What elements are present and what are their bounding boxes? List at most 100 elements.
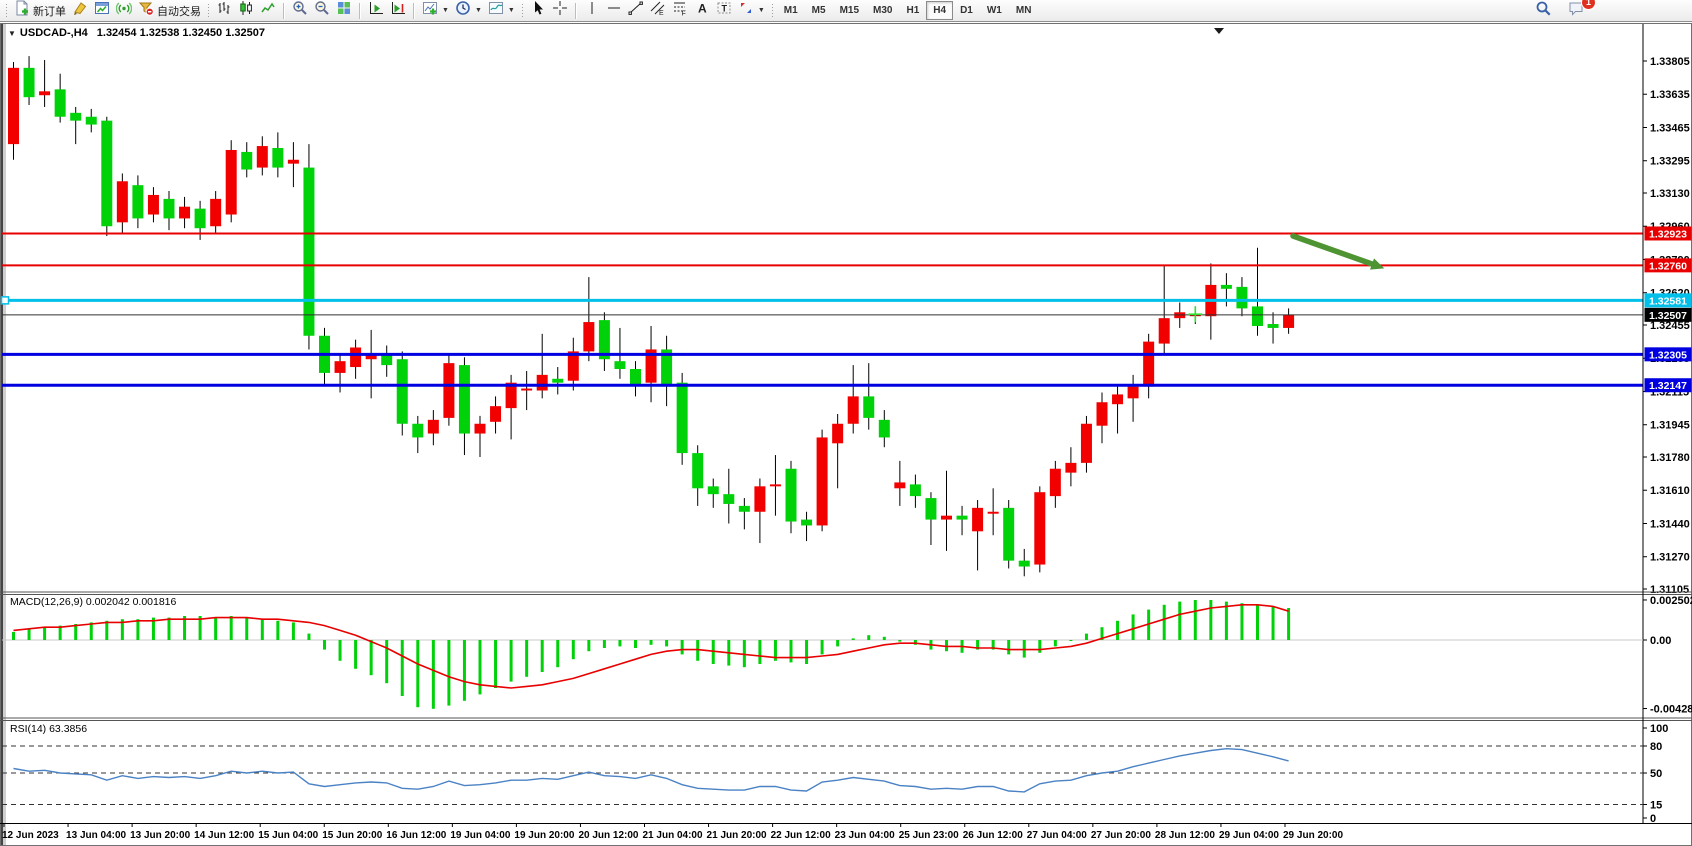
timeframe-m1-button[interactable]: M1	[783, 5, 798, 16]
horizontal-line-icon	[606, 0, 622, 21]
chart-symbol-period: USDCAD-,H4	[19, 27, 88, 39]
chart-shift-button[interactable]	[387, 1, 409, 21]
svg-text:23 Jun 04:00: 23 Jun 04:00	[835, 830, 895, 841]
line-chart-icon	[260, 0, 276, 21]
zoom-in-icon	[292, 0, 308, 21]
search-button[interactable]	[1532, 1, 1555, 21]
signals-icon	[115, 0, 133, 21]
autotrading-label: 自动交易	[157, 5, 201, 18]
cursor-tool-button[interactable]	[527, 1, 549, 21]
svg-text:14 Jun 12:00: 14 Jun 12:00	[194, 830, 254, 841]
equidistant-channel-icon: E	[650, 0, 666, 21]
new-order-button[interactable]: 新订单	[11, 0, 69, 21]
timeframe-h4-button[interactable]: H4	[926, 1, 954, 20]
symbol-dropdown-icon[interactable]: ▼	[8, 28, 16, 38]
timeframe-m30-button[interactable]: M30	[873, 5, 893, 16]
fibonacci-icon: F	[672, 0, 688, 21]
chevron-down-icon: ▼	[507, 7, 515, 14]
chat-button[interactable]: 1	[1565, 0, 1596, 21]
svg-text:T: T	[721, 4, 727, 14]
svg-text:16 Jun 12:00: 16 Jun 12:00	[386, 830, 446, 841]
chart-canvas[interactable]: 1.33805 1.33635 1.33465 1.33295 1.33130 1.329…	[0, 23, 1692, 846]
svg-text:12 Jun 2023: 12 Jun 2023	[2, 830, 59, 841]
svg-text:80: 80	[1650, 741, 1662, 753]
bar-chart-icon	[216, 0, 232, 21]
toolbar-grip	[207, 3, 210, 18]
text-tool-button[interactable]: A	[691, 1, 713, 21]
crosshair-tool-button[interactable]	[549, 1, 571, 21]
svg-text:15 Jun 20:00: 15 Jun 20:00	[322, 830, 382, 841]
toolbar-grip	[5, 3, 8, 18]
svg-text:20 Jun 12:00: 20 Jun 12:00	[578, 830, 638, 841]
text-label-icon: T	[716, 0, 732, 21]
svg-text:1.32923: 1.32923	[1649, 228, 1687, 240]
horizontal-line-tool-button[interactable]	[603, 1, 625, 21]
autotrading-icon	[138, 0, 154, 21]
template-icon	[488, 0, 504, 21]
vertical-line-icon	[584, 0, 600, 21]
svg-text:1.33295: 1.33295	[1650, 156, 1690, 168]
new-chart-button[interactable]	[91, 1, 113, 21]
text-label-tool-button[interactable]: T	[713, 1, 735, 21]
svg-text:0.00: 0.00	[1650, 635, 1671, 647]
zoom-out-icon	[314, 0, 330, 21]
svg-text:21 Jun 04:00: 21 Jun 04:00	[643, 830, 703, 841]
svg-text:1.31440: 1.31440	[1650, 518, 1690, 530]
channel-tool-button[interactable]: E	[647, 1, 669, 21]
timeframe-mn-button[interactable]: MN	[1015, 5, 1032, 16]
svg-text:27 Jun 20:00: 27 Jun 20:00	[1091, 830, 1151, 841]
svg-text:22 Jun 12:00: 22 Jun 12:00	[771, 830, 831, 841]
timeframe-h1-button[interactable]: H1	[906, 5, 920, 16]
chart-title: ▼ USDCAD-,H4 1.32454 1.32538 1.32450 1.3…	[8, 27, 265, 39]
svg-text:E: E	[659, 10, 664, 16]
line-chart-button[interactable]	[257, 1, 279, 21]
vertical-line-tool-button[interactable]	[581, 1, 603, 21]
bar-chart-button[interactable]	[213, 1, 235, 21]
svg-text:29 Jun 04:00: 29 Jun 04:00	[1219, 830, 1279, 841]
timeframe-d1-button[interactable]: D1	[960, 5, 973, 16]
new-order-icon	[14, 0, 30, 21]
auto-scroll-button[interactable]	[365, 1, 387, 21]
svg-text:15 Jun 04:00: 15 Jun 04:00	[258, 830, 318, 841]
auto-scroll-icon	[368, 0, 384, 21]
styler-button[interactable]	[69, 1, 91, 21]
fibonacci-tool-button[interactable]: F	[669, 1, 691, 21]
svg-text:21 Jun 20:00: 21 Jun 20:00	[707, 830, 767, 841]
timeframe-m5-button[interactable]: M5	[811, 5, 826, 16]
autotrading-button[interactable]: 自动交易	[135, 1, 204, 21]
toolbar-separator	[574, 2, 577, 19]
svg-text:15: 15	[1650, 800, 1662, 812]
templates-button[interactable]: ▼	[485, 1, 518, 21]
arrows-icon	[738, 0, 754, 21]
indicators-button[interactable]: ▼	[419, 1, 452, 21]
trendline-tool-button[interactable]	[625, 1, 647, 21]
svg-text:100: 100	[1650, 723, 1668, 735]
indicators-icon	[422, 0, 438, 21]
svg-text:13 Jun 20:00: 13 Jun 20:00	[130, 830, 190, 841]
candlestick-chart-button[interactable]	[235, 1, 257, 21]
search-icon	[1535, 0, 1552, 22]
clock-icon	[455, 0, 471, 21]
macd-indicator-label: MACD(12,26,9) 0.002042 0.001816	[10, 596, 177, 608]
tile-windows-button[interactable]	[333, 1, 355, 21]
svg-text:1.31270: 1.31270	[1650, 552, 1690, 564]
svg-text:1.33635: 1.33635	[1650, 89, 1690, 101]
chart-window-icon	[94, 0, 110, 21]
svg-text:F: F	[681, 11, 685, 17]
zoom-in-button[interactable]	[289, 1, 311, 21]
timeframe-w1-button[interactable]: W1	[986, 5, 1002, 16]
svg-text:0: 0	[1650, 813, 1656, 825]
timeframe-m15-button[interactable]: M15	[839, 5, 860, 16]
svg-text:1.31610: 1.31610	[1650, 485, 1690, 497]
signals-button[interactable]	[113, 1, 135, 21]
svg-text:19 Jun 04:00: 19 Jun 04:00	[450, 830, 510, 841]
svg-text:1.32581: 1.32581	[1649, 295, 1687, 307]
periods-button[interactable]: ▼	[452, 1, 485, 21]
svg-text:50: 50	[1650, 768, 1662, 780]
arrows-tool-button[interactable]: ▼	[735, 1, 768, 21]
chart-ohlc-values: 1.32454 1.32538 1.32450 1.32507	[96, 27, 265, 39]
zoom-out-button[interactable]	[311, 1, 333, 21]
chart-shift-icon	[390, 0, 406, 21]
toolbar-grip	[520, 3, 524, 18]
tile-windows-icon	[336, 0, 352, 21]
